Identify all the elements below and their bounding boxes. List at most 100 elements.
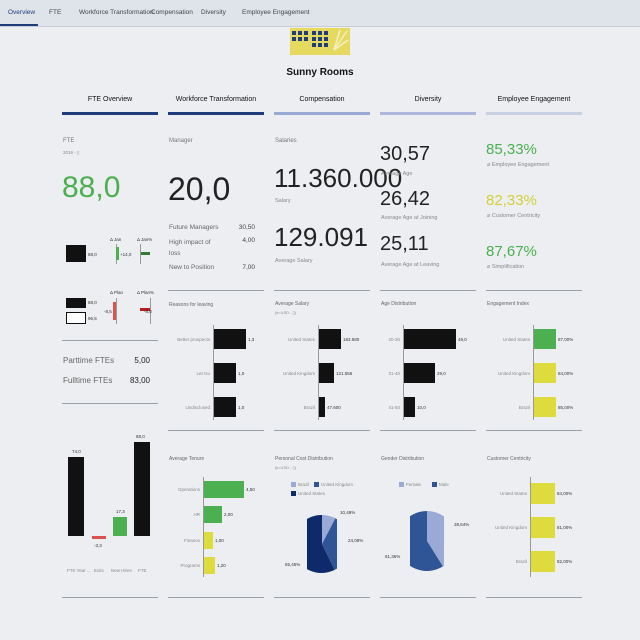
fte-actual-bar <box>66 245 86 262</box>
salaries-value: 11.360.000 <box>274 163 403 193</box>
delta-plan-bar <box>113 302 116 320</box>
tenure-bar <box>204 506 222 523</box>
customer-centricity-value: 82,00% <box>557 559 573 564</box>
legend-label: United States <box>298 491 326 496</box>
simplification-kpi-label: ⌀ Simplification <box>487 264 525 270</box>
divider <box>380 597 476 598</box>
fte-year: 2016 - ▯ <box>63 150 80 155</box>
tab-compensation[interactable]: Compensation <box>151 9 193 16</box>
axis-line <box>140 244 141 264</box>
waterfall-bar-exits <box>92 536 106 539</box>
divider <box>168 597 264 598</box>
avg-age-label: Average Age <box>381 171 413 177</box>
engagement-index-bar <box>534 397 556 417</box>
manager-value: 20,0 <box>168 171 231 207</box>
fulltime-label: Fulltime FTEs <box>63 376 113 385</box>
waterfall-value-end: 88,0 <box>136 434 145 439</box>
age-joining-value: 26,42 <box>380 188 431 210</box>
reason-value: 1,3 <box>248 337 255 342</box>
legend-swatch <box>291 491 296 496</box>
waterfall-value-exits: -3,3 <box>94 543 102 548</box>
fte-label: FTE <box>63 138 75 144</box>
column-accent-bar <box>274 112 370 115</box>
tab-diversity[interactable]: Diversity <box>201 9 226 16</box>
age-dist-bar <box>404 329 456 349</box>
column-header-workforce: Workforce Transformation <box>175 96 257 103</box>
reason-bar <box>214 397 236 417</box>
axis-line <box>203 477 204 577</box>
avg-salary-title: Average Salary <box>275 301 310 307</box>
axis-line <box>533 325 534 420</box>
waterfall-category: Exits <box>94 568 104 573</box>
tenure-value: 1,20 <box>217 563 226 568</box>
avg-age-value: 30,57 <box>380 143 431 165</box>
divider <box>168 430 264 431</box>
legend-swatch <box>399 482 404 487</box>
customer-centricity-kpi-value: 82,33% <box>486 192 537 209</box>
tab-fte[interactable]: FTE <box>49 9 62 16</box>
fte-plan-value: 96,5 <box>88 316 97 321</box>
avg-salary-label: Brazil <box>303 405 315 410</box>
divider <box>274 597 370 598</box>
delta-jan-pct-marker <box>141 252 150 255</box>
age-dist-label: 31-40 <box>388 371 400 376</box>
parttime-label: Parttime FTEs <box>63 356 115 365</box>
gender-pct-male: 61,36% <box>385 554 401 559</box>
column-accent-bar <box>62 112 158 115</box>
axis-line <box>530 477 531 577</box>
fte-plan-actual-bar <box>66 298 86 308</box>
reason-bar <box>214 329 246 349</box>
age-leaving-label: Average Age at Leaving <box>381 262 440 268</box>
pcd-unit: (in USD - ▯) <box>275 465 297 470</box>
waterfall-bar-start <box>68 457 84 536</box>
delta-plan-pct-label: Δ Plan% <box>137 290 155 295</box>
workforce-row-value: 4,00 <box>242 237 255 244</box>
avg-salary-value: 129.091 <box>274 222 368 252</box>
pcd-slice-uk <box>322 518 337 570</box>
delta-plan-label: Δ Plan <box>110 290 124 295</box>
tenure-bar <box>204 532 213 549</box>
workforce-row-value: 30,50 <box>238 224 255 231</box>
column-header-engagement: Employee Engagement <box>497 96 571 103</box>
tenure-label: Programs <box>180 563 200 568</box>
customer-centricity-label: United Kingdom <box>494 525 527 530</box>
divider <box>486 430 582 431</box>
simplification-kpi-value: 87,67% <box>486 243 537 260</box>
tenure-bar <box>204 557 215 574</box>
avg-salary-sub-label: Average Salary <box>275 258 313 264</box>
avg-salary-value: 183.580 <box>343 337 360 342</box>
column-accent-bar <box>380 112 476 115</box>
customer-centricity-kpi-label: ⌀ Customer Centricity <box>487 213 541 219</box>
engagement-kpi-value: 85,33% <box>486 141 537 158</box>
fte-plan-bar <box>66 312 86 324</box>
column-header-fte-overview: FTE Overview <box>87 96 133 103</box>
avg-salary-label: United Kingdom <box>282 371 315 376</box>
divider <box>62 403 158 404</box>
delta-jan-label: Δ Jan <box>110 237 122 242</box>
manager-label: Manager <box>169 138 193 144</box>
pcd-pct-us: 65,45% <box>285 562 301 567</box>
age-dist-label: 20-30 <box>388 337 400 342</box>
tab-overview[interactable]: Overview <box>8 9 36 16</box>
waterfall-category: FTE <box>138 568 147 573</box>
avg-salary-value: 47.600 <box>327 405 341 410</box>
age-leaving-value: 25,11 <box>380 233 429 255</box>
workforce-row-label: High impact of loss <box>169 239 211 257</box>
tenure-value: 1,00 <box>215 538 224 543</box>
engagement-index-value: 87,00% <box>558 337 574 342</box>
column-accent-bar <box>486 112 582 115</box>
delta-plan-pct-marker <box>140 308 150 311</box>
gender-pct-female: 38,64% <box>454 522 470 527</box>
salary-sub-label: Salary <box>275 198 291 204</box>
company-name: Sunny Rooms <box>286 67 354 78</box>
engagement-index-title: Engagement Index <box>487 301 529 307</box>
tab-workforce-transformation[interactable]: Workforce Transformation <box>79 9 154 16</box>
tab-employee-engagement[interactable]: Employee Engagement <box>242 9 310 16</box>
reasons-title: Reasons for leaving <box>169 302 214 308</box>
engagement-index-value: 85,00% <box>558 405 574 410</box>
engagement-index-bar <box>534 363 556 383</box>
axis-line <box>403 325 404 420</box>
tenure-title: Average Tenure <box>169 456 205 462</box>
age-dist-bar <box>404 397 415 417</box>
pcd-pct-brazil: 10,48% <box>340 510 356 515</box>
